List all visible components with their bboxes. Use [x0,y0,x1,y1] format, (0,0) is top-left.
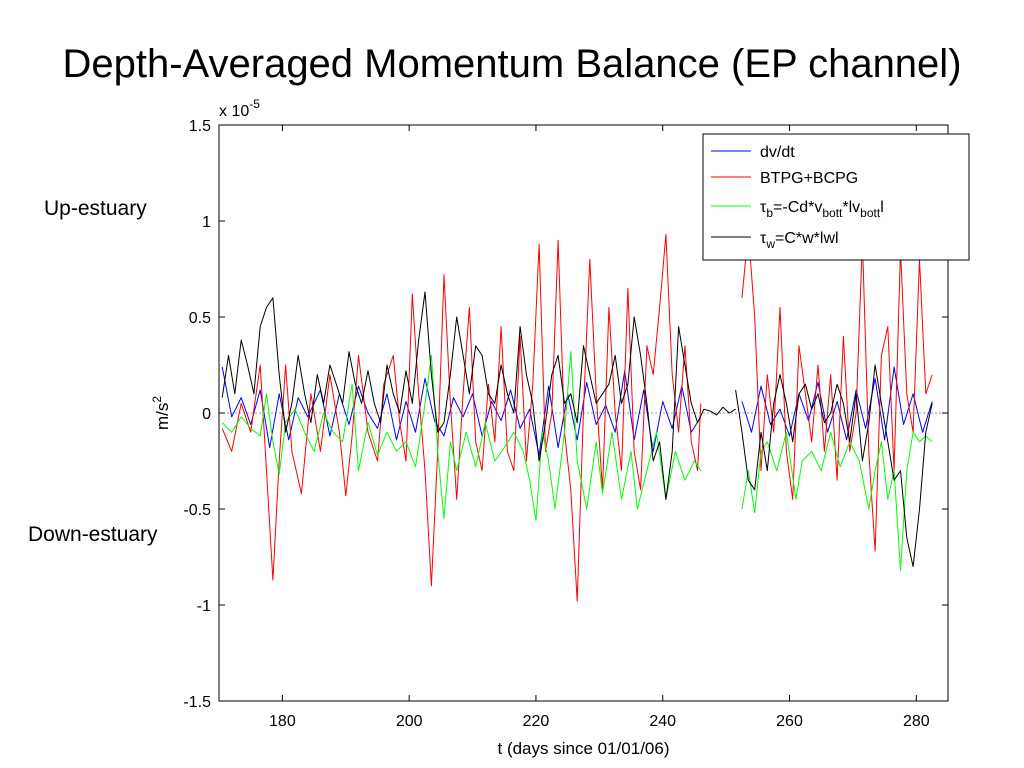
series-line-tauw [735,364,933,568]
legend-label-part: w [765,237,775,251]
legend-label-taub: τb=-Cd*vbott*lvbottl [760,199,884,220]
x-tick-label: 220 [523,713,550,730]
y-tick-label: -1 [197,598,211,615]
legend-label-part: τ [760,199,767,216]
x-tick-label: 280 [903,713,930,730]
plot-layer: -1.5 -1 -0.5 0 0.5 1 1.5 180 200 220 240 260 280 t (d… [150,97,970,758]
y-multiplier-exp: -5 [249,97,260,111]
legend-label-tauw: τw=C*w*lwl [760,230,839,251]
legend-label-part: b [766,206,773,220]
y-tick-label: -1.5 [183,694,211,711]
y-tick-label: 1 [202,214,211,231]
down-estuary-label: Down-estuary [28,523,158,546]
legend-label-part: l [880,199,884,216]
y-axis-label-base: m/s [153,403,172,430]
y-tick-label: 0.5 [189,310,211,327]
y-multiplier: x 10-5 [219,97,260,120]
x-tick-label: 180 [269,713,296,730]
legend-label-part: τ [760,230,767,247]
legend-label-part: *lv [842,199,860,216]
series-line-dvdt [741,366,933,441]
y-multiplier-base: x 10 [219,103,249,120]
series-group [221,230,933,602]
legend-label-part: bott [860,206,881,220]
legend-label-part: dv/dt [760,144,795,161]
x-tick-label: 260 [776,713,803,730]
legend-label-part: BTPG+BCPG [760,170,858,187]
series-line-tauw [221,291,736,500]
x-tick-label: 240 [649,713,676,730]
series-line-btpg [221,233,702,602]
legend-label-part: bott [822,206,843,220]
series-line-dvdt [221,366,702,456]
x-axis-label: t (days since 01/01/06) [498,739,670,758]
y-tick-label: 0 [202,406,211,423]
x-tick-label: 200 [396,713,423,730]
legend-label-part: =C*w*lwl [775,230,839,247]
y-axis-label: m/s2 [150,396,172,430]
legend-label-dvdt: dv/dt [760,144,795,161]
legend-box [702,133,970,261]
series-line-taub [741,431,933,571]
legend-label-btpg: BTPG+BCPG [760,170,858,187]
legend-label-part: =-Cd*v [773,199,822,216]
series-line-taub [221,351,702,521]
up-estuary-label: Up-estuary [44,197,147,220]
slide-title: Depth-Averaged Momentum Balance (EP chan… [62,42,962,86]
y-tick-label: 1.5 [189,118,211,135]
y-axis-label-exp: 2 [150,396,164,403]
y-tick-label: -0.5 [183,502,211,519]
